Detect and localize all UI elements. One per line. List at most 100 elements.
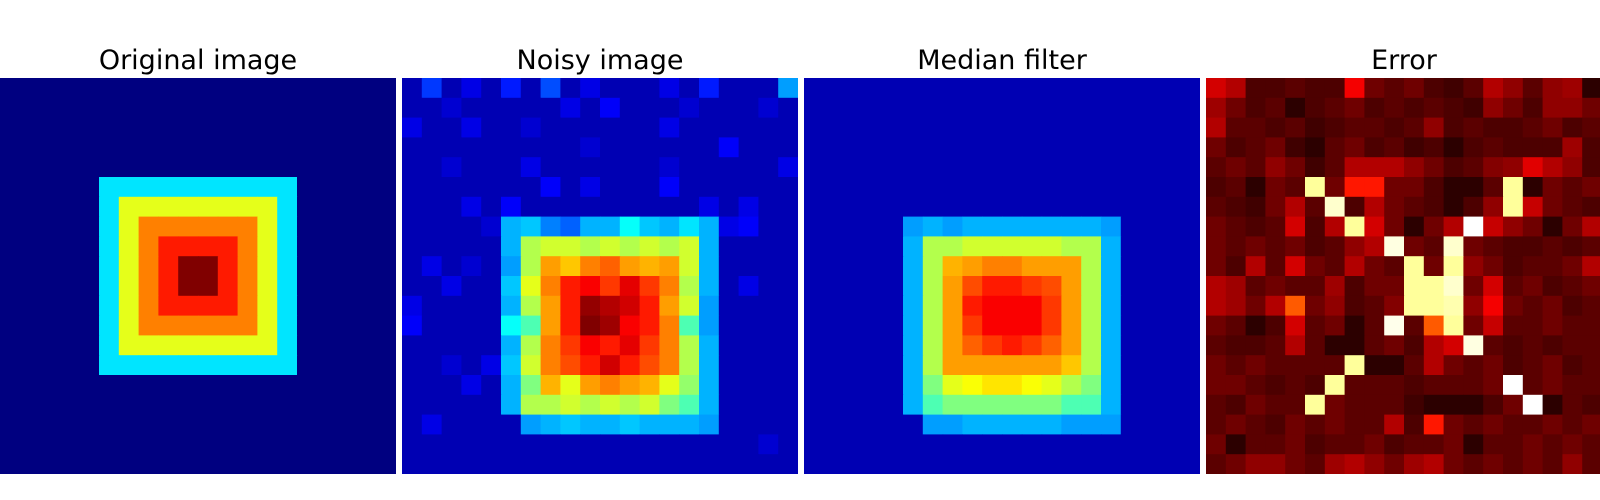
- heatmap-cell: [699, 196, 720, 218]
- heatmap-cell: [1404, 394, 1425, 416]
- heatmap-cell: [1463, 355, 1484, 376]
- heatmap-cell: [580, 216, 601, 237]
- heatmap-cell: [421, 454, 443, 474]
- heatmap-cell: [1021, 295, 1043, 317]
- heatmap-cell: [1324, 335, 1346, 356]
- heatmap-cell: [0, 454, 21, 474]
- heatmap-cell: [1081, 117, 1102, 138]
- heatmap-cell: [1245, 157, 1266, 178]
- heatmap-cell: [1265, 177, 1286, 198]
- heatmap-cell: [1522, 394, 1544, 416]
- heatmap-cell: [421, 335, 443, 356]
- heatmap-cell: [441, 375, 462, 396]
- heatmap-cell: [158, 196, 179, 218]
- heatmap-cell: [237, 137, 258, 158]
- heatmap-cell: [79, 335, 100, 356]
- heatmap-cell: [1061, 295, 1082, 317]
- heatmap-cell: [758, 117, 779, 138]
- heatmap-cell: [198, 454, 219, 474]
- heatmap-cell: [376, 276, 396, 297]
- heatmap-cell: [942, 375, 963, 396]
- heatmap-cell: [758, 454, 779, 474]
- heatmap-cell: [1542, 295, 1563, 317]
- heatmap-cell: [1120, 414, 1142, 435]
- heatmap-cell: [1562, 454, 1583, 474]
- heatmap-cell: [316, 394, 338, 416]
- heatmap-cell: [1206, 97, 1227, 119]
- heatmap-cell: [198, 78, 219, 99]
- heatmap-cell: [1021, 335, 1043, 356]
- heatmap-cell: [758, 216, 779, 237]
- heatmap-cell: [297, 276, 318, 297]
- heatmap-cell: [501, 196, 522, 218]
- heatmap-cell: [718, 216, 740, 237]
- heatmap-cell: [942, 414, 963, 435]
- heatmap-cell: [863, 97, 884, 119]
- heatmap-cell: [257, 177, 278, 198]
- heatmap-cell: [738, 157, 759, 178]
- heatmap-cell: [1384, 276, 1405, 297]
- heatmap-cell: [600, 414, 621, 435]
- heatmap-cell: [1384, 196, 1405, 218]
- heatmap-cell: [138, 137, 159, 158]
- heatmap-cell: [942, 117, 963, 138]
- heatmap-cell: [738, 355, 759, 376]
- heatmap-cell: [639, 196, 660, 218]
- heatmap-cell: [19, 97, 41, 119]
- heatmap-cell: [356, 97, 377, 119]
- heatmap-cell: [1140, 236, 1161, 257]
- heatmap-cell: [1324, 256, 1346, 277]
- heatmap-cell: [178, 137, 199, 158]
- heatmap-cell: [59, 394, 80, 416]
- heatmap-cell: [1305, 137, 1326, 158]
- heatmap-cell: [1160, 375, 1181, 396]
- heatmap-cell: [481, 256, 502, 277]
- heatmap-cell: [39, 117, 60, 138]
- heatmap-cell: [1160, 414, 1181, 435]
- heatmap-cell: [823, 256, 845, 277]
- heatmap-cell: [316, 117, 338, 138]
- heatmap-cell: [540, 117, 561, 138]
- heatmap-cell: [1021, 394, 1043, 416]
- heatmap-cell: [336, 97, 357, 119]
- heatmap-cell: [1542, 375, 1563, 396]
- heatmap-cell: [441, 256, 462, 277]
- heatmap-cell: [942, 335, 963, 356]
- heatmap-cell: [718, 394, 740, 416]
- heatmap-cell: [1206, 394, 1227, 416]
- heatmap-cell: [39, 216, 60, 237]
- heatmap-cell: [619, 414, 641, 435]
- heatmap-cell: [540, 137, 561, 158]
- heatmap-cell: [0, 394, 21, 416]
- heatmap-cell: [1423, 157, 1445, 178]
- heatmap-cell: [1101, 177, 1122, 198]
- heatmap-cell: [540, 157, 561, 178]
- heatmap-cell: [1160, 256, 1181, 277]
- heatmap-cell: [1305, 394, 1326, 416]
- heatmap-cell: [1120, 454, 1142, 474]
- heatmap-cell: [39, 394, 60, 416]
- heatmap-cell: [1285, 434, 1306, 455]
- heatmap-cell: [441, 177, 462, 198]
- heatmap-cell: [679, 196, 700, 218]
- heatmap-cell: [1041, 78, 1062, 99]
- heatmap-cell: [59, 256, 80, 277]
- heatmap-cell: [178, 276, 199, 297]
- heatmap-cell: [1265, 355, 1286, 376]
- heatmap-cell: [699, 375, 720, 396]
- heatmap-cell: [619, 117, 641, 138]
- heatmap-cell: [903, 97, 924, 119]
- heatmap-cell: [1305, 256, 1326, 277]
- heatmap-cell: [600, 276, 621, 297]
- heatmap-cell: [1206, 276, 1227, 297]
- heatmap-cell: [1180, 157, 1200, 178]
- heatmap-cell: [277, 434, 298, 455]
- heatmap-cell: [738, 256, 759, 277]
- heatmap-cell: [237, 276, 258, 297]
- heatmap-cell: [19, 216, 41, 237]
- heatmap-cell: [1081, 414, 1102, 435]
- heatmap-cell: [1324, 315, 1346, 336]
- heatmap-cell: [1582, 196, 1600, 218]
- heatmap-cell: [402, 394, 423, 416]
- heatmap-cell: [1061, 414, 1082, 435]
